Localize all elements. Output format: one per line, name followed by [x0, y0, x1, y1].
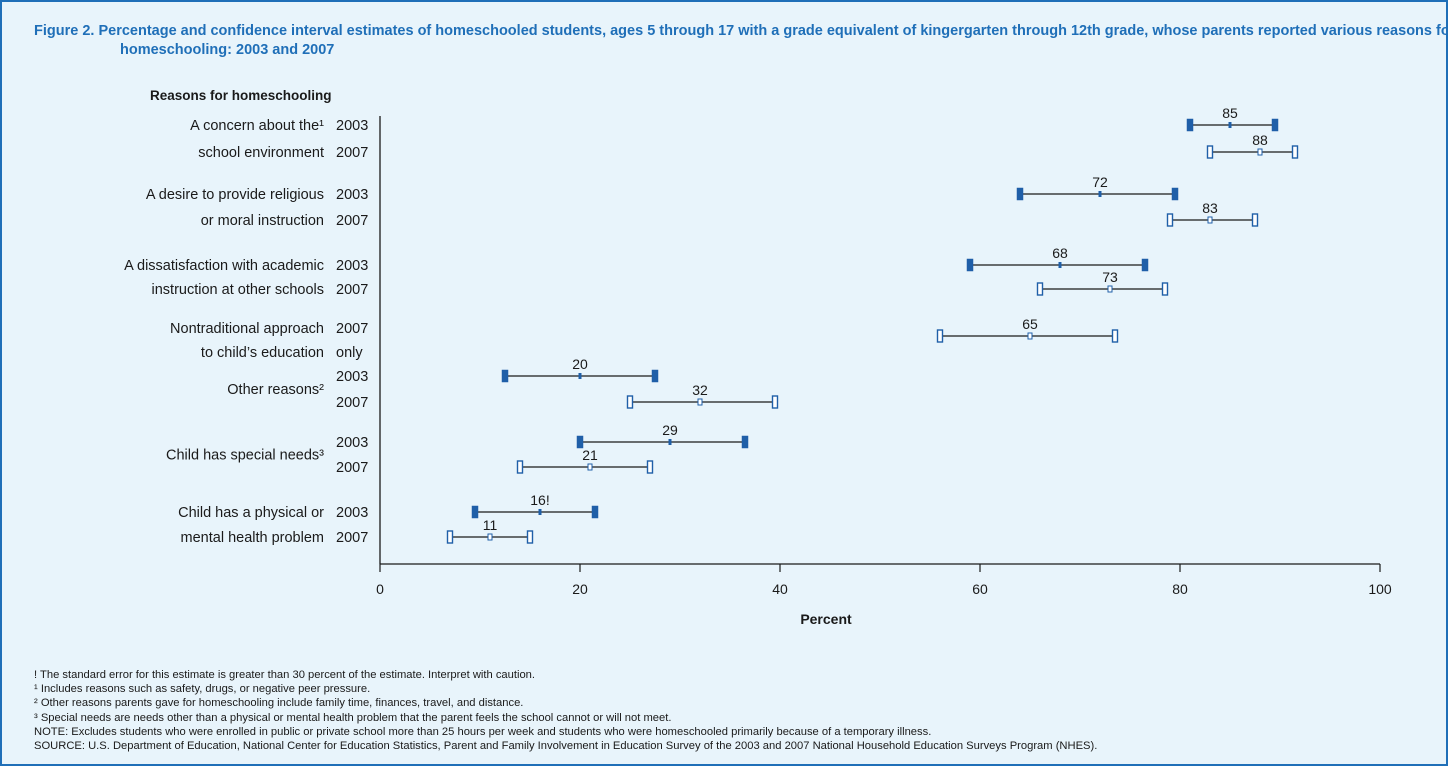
point-estimate-marker — [538, 509, 542, 515]
footnotes: ! The standard error for this estimate i… — [34, 668, 1439, 753]
year-label: 2003 — [336, 118, 368, 134]
ci-high-cap — [526, 530, 534, 544]
year-label: 2003 — [336, 435, 368, 451]
year-label: 2007 — [336, 395, 368, 411]
point-estimate-marker — [1228, 122, 1232, 128]
plot-area: 0 20 40 60 80 100 A concern about the¹ school e… — [124, 105, 1392, 597]
data-label: 85 — [1222, 105, 1238, 121]
category-label: A desire to provide religious — [146, 187, 324, 203]
error-bar-chart: Reasons for homeschooling Percent 0 20 40 6… — [124, 88, 1392, 627]
data-label: 20 — [572, 356, 588, 372]
year-label: 2007 — [336, 321, 368, 337]
x-axis-title: Percent — [800, 611, 852, 627]
ci-high-cap — [1141, 258, 1149, 272]
ci-low-cap — [1166, 213, 1174, 227]
category-label: A concern about the¹ — [190, 118, 324, 134]
data-label: 21 — [582, 447, 598, 463]
point-estimate-marker — [668, 439, 672, 445]
year-label: 2007 — [336, 460, 368, 476]
category-label: instruction at other schools — [152, 282, 324, 298]
figure-title: Figure 2. Percentage and confidence inte… — [34, 23, 1448, 58]
category-label: Other reasons² — [227, 382, 324, 398]
point-estimate-marker — [578, 373, 582, 379]
ci-high-cap — [771, 395, 779, 409]
data-label: 88 — [1252, 132, 1268, 148]
data-label: 16! — [530, 492, 549, 508]
footnote-2: ² Other reasons parents gave for homesch… — [34, 697, 524, 710]
ci-high-cap — [1251, 213, 1259, 227]
ci-low-cap — [1186, 118, 1194, 132]
point-estimate-marker — [697, 398, 703, 406]
data-label: 32 — [692, 382, 708, 398]
point-estimate-marker — [1098, 191, 1102, 197]
category-label: school environment — [198, 145, 324, 161]
point-estimate-marker — [487, 533, 493, 541]
ci-high-cap — [646, 460, 654, 474]
ci-low-cap — [501, 369, 509, 383]
ci-high-cap — [1171, 187, 1179, 201]
data-label: 11 — [483, 517, 498, 533]
ci-low-cap — [1206, 145, 1214, 159]
ci-low-cap — [576, 435, 584, 449]
data-label: 83 — [1202, 200, 1218, 216]
ci-low-cap — [936, 329, 944, 343]
year-label: 2007 — [336, 145, 368, 161]
footnote-1: ¹ Includes reasons such as safety, drugs… — [34, 683, 371, 696]
ci-low-cap — [626, 395, 634, 409]
category-label: to child’s education — [201, 345, 324, 361]
ci-high-cap — [1291, 145, 1299, 159]
point-estimate-marker — [1027, 332, 1033, 340]
data-label: 65 — [1022, 316, 1038, 332]
data-label: 72 — [1092, 174, 1108, 190]
ci-low-cap — [446, 530, 454, 544]
ci-high-cap — [651, 369, 659, 383]
year-label: 2003 — [336, 505, 368, 521]
x-tick-label: 100 — [1368, 581, 1392, 597]
ci-low-cap — [516, 460, 524, 474]
caution-note: ! The standard error for this estimate i… — [34, 669, 536, 681]
row-header: Reasons for homeschooling — [150, 88, 332, 103]
data-label: 73 — [1102, 269, 1118, 285]
category-label: Child has special needs³ — [166, 448, 324, 464]
point-estimate-marker — [1207, 216, 1213, 224]
year-label: 2007 — [336, 213, 368, 229]
ci-low-cap — [471, 505, 479, 519]
ci-high-cap — [741, 435, 749, 449]
ci-high-cap — [1161, 282, 1169, 296]
year-label: 2003 — [336, 369, 368, 385]
category-label: A dissatisfaction with academic — [124, 258, 324, 274]
ci-low-cap — [1016, 187, 1024, 201]
year-label: only — [336, 345, 363, 361]
year-label: 2003 — [336, 258, 368, 274]
data-label: 68 — [1052, 245, 1068, 261]
ci-high-cap — [1111, 329, 1119, 343]
x-tick-label: 60 — [972, 581, 988, 597]
year-label: 2007 — [336, 282, 368, 298]
point-estimate-marker — [1107, 285, 1113, 293]
category-label: mental health problem — [181, 530, 324, 546]
point-estimate-marker — [1257, 148, 1263, 156]
category-label: Child has a physical or — [178, 505, 324, 521]
x-tick-label: 40 — [772, 581, 788, 597]
point-estimate-marker — [1058, 262, 1062, 268]
year-label: 2007 — [336, 530, 368, 546]
data-label: 29 — [662, 422, 678, 438]
ci-high-cap — [1271, 118, 1279, 132]
x-tick-label: 80 — [1172, 581, 1188, 597]
footnote-3: ³ Special needs are needs other than a p… — [34, 711, 672, 724]
category-label: Nontraditional approach — [170, 321, 324, 337]
category-label: or moral instruction — [201, 213, 324, 229]
note-text: NOTE: Excludes students who were enrolle… — [34, 725, 932, 738]
ci-low-cap — [1036, 282, 1044, 296]
x-tick-label: 0 — [376, 581, 384, 597]
ci-low-cap — [966, 258, 974, 272]
ci-high-cap — [591, 505, 599, 519]
source-text: SOURCE: U.S. Department of Education, Na… — [34, 740, 1098, 753]
x-tick-label: 20 — [572, 581, 588, 597]
year-label: 2003 — [336, 187, 368, 203]
point-estimate-marker — [587, 463, 593, 471]
